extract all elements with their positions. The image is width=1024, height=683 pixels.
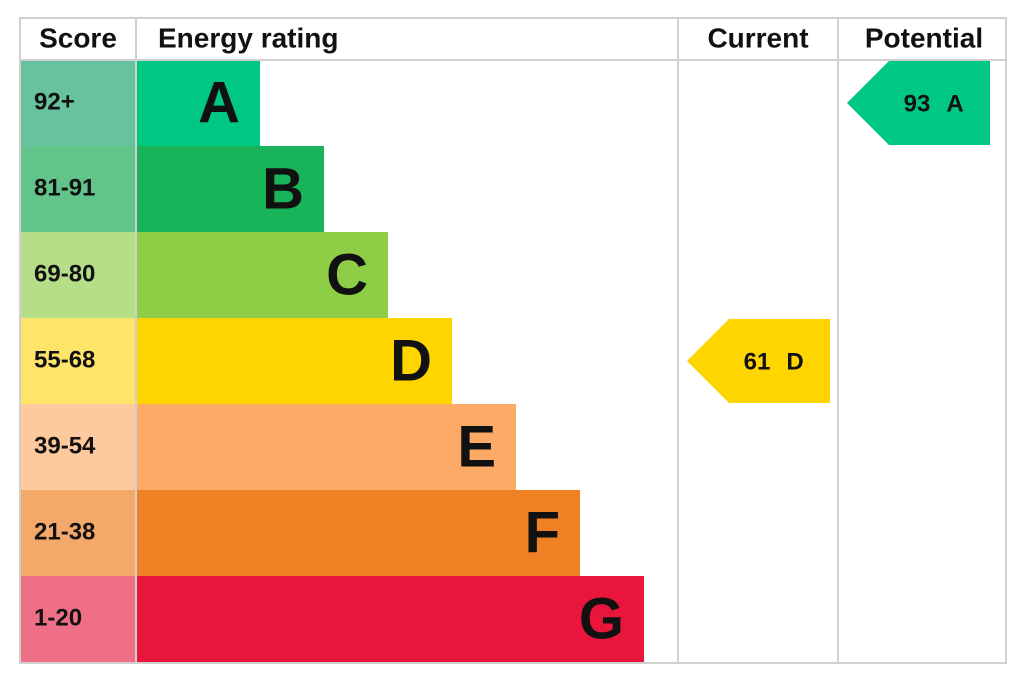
rating-letter: B [262, 156, 304, 221]
rating-bar [136, 404, 516, 490]
rating-letter: G [579, 586, 624, 651]
rating-letter: E [457, 414, 496, 479]
rating-bar [136, 490, 580, 576]
score-cell [20, 60, 136, 146]
potential-score: 93 [904, 90, 931, 117]
potential-letter: A [946, 90, 963, 117]
current-letter: D [786, 348, 803, 375]
score-cell [20, 318, 136, 404]
score-range: 55-68 [34, 346, 95, 373]
score-cell [20, 576, 136, 662]
score-range: 81-91 [34, 174, 95, 201]
score-cell [20, 490, 136, 576]
score-range: 1-20 [34, 604, 82, 631]
potential-arrow [847, 61, 990, 145]
rating-bar [136, 318, 452, 404]
rating-letter: A [198, 70, 240, 135]
score-range: 21-38 [34, 518, 95, 545]
rating-bar [136, 232, 388, 318]
score-range: 92+ [34, 88, 75, 115]
score-cell [20, 146, 136, 232]
current-score: 61 [744, 348, 771, 375]
table-border [19, 17, 1007, 664]
rating-letter: D [390, 328, 432, 393]
header-score: Score [39, 22, 117, 53]
rating-letter: F [525, 500, 560, 565]
rating-bar [136, 146, 324, 232]
score-range: 39-54 [34, 432, 96, 459]
rating-bar [136, 576, 644, 662]
score-cell [20, 404, 136, 490]
header-current: Current [707, 22, 808, 53]
rating-bar [136, 60, 260, 146]
score-range: 69-80 [34, 260, 95, 287]
header-rating: Energy rating [158, 22, 338, 53]
current-arrow [687, 319, 830, 403]
score-cell [20, 232, 136, 318]
header-potential: Potential [865, 22, 983, 53]
rating-letter: C [326, 242, 368, 307]
